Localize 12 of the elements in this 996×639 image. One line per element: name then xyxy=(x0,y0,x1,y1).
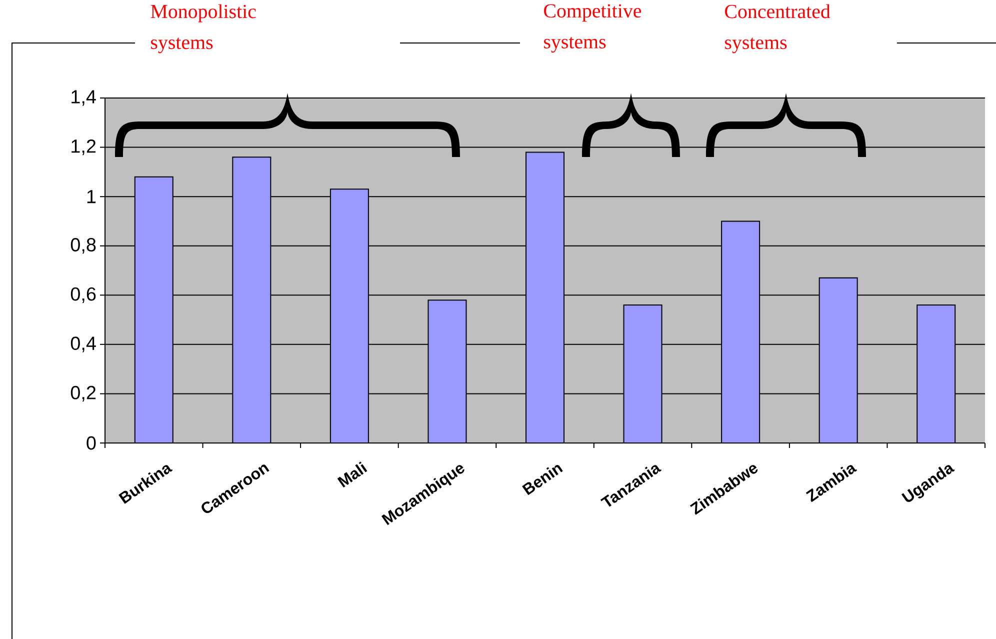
text: Competitive systems xyxy=(544,4,642,53)
text: Monopolistic systems xyxy=(150,4,256,54)
y-tick-label: 1,2 xyxy=(72,139,96,156)
y-tick-label: 1 xyxy=(87,190,96,204)
y-tick-label: 0,4 xyxy=(70,336,96,352)
text: Concentrated systems xyxy=(725,4,830,54)
x-tick-label: Mali xyxy=(337,462,368,488)
y-tick-label: 0 xyxy=(86,436,96,450)
y-tick-label: 0,2 xyxy=(70,386,96,402)
y-tick-label: 0,8 xyxy=(70,238,96,254)
y-tick-label: 0,6 xyxy=(70,287,96,303)
y-tick-label: 1,4 xyxy=(72,90,96,106)
